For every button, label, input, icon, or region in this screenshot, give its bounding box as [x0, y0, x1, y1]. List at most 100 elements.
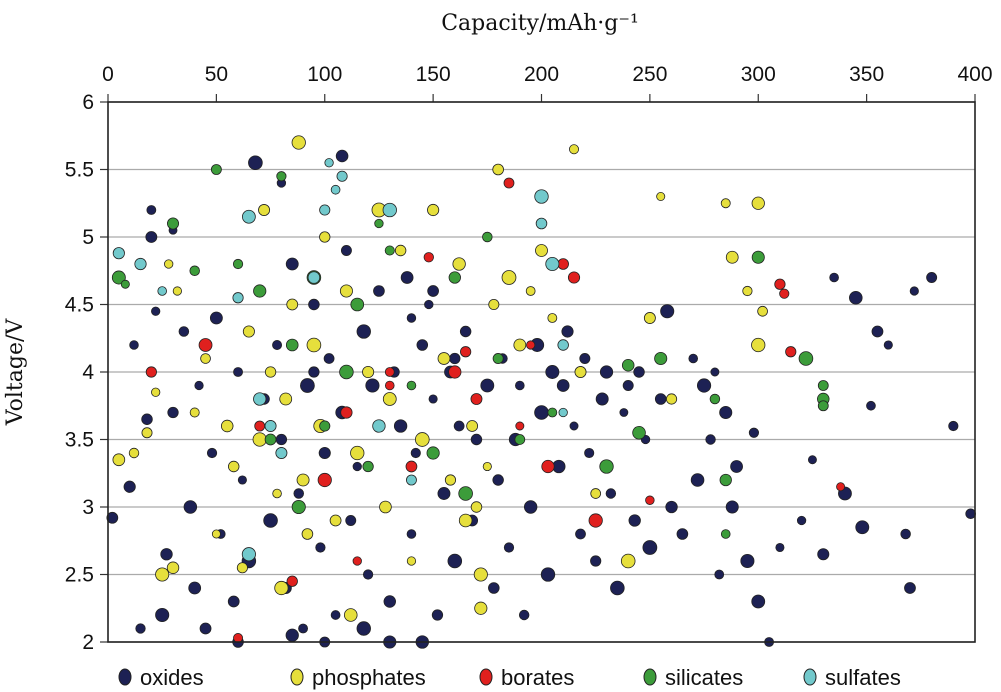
phosphates-point [211, 529, 221, 539]
silicates-point [632, 425, 646, 440]
sulfates-point [406, 474, 417, 486]
phosphates-point [751, 196, 765, 210]
oxides-point [730, 460, 743, 473]
oxides-point [315, 542, 326, 553]
oxides-point [330, 610, 341, 620]
oxides-point [900, 528, 911, 540]
oxides-point [488, 582, 500, 594]
oxides-point [518, 609, 530, 621]
oxides-point [904, 582, 916, 594]
phosphates-point [643, 312, 656, 324]
oxides-point [575, 528, 586, 540]
silicates-point [482, 231, 493, 243]
oxides-point [383, 595, 396, 608]
borates-point [541, 459, 555, 474]
y-tick-label: 5 [82, 226, 94, 249]
oxides-point [829, 272, 839, 283]
oxides-point [696, 378, 712, 393]
phosphates-point [751, 337, 766, 353]
oxides-point [227, 595, 240, 608]
oxides-point [453, 420, 465, 432]
sulfates-point [253, 392, 267, 406]
oxides-point [619, 408, 629, 417]
oxides-point [751, 594, 766, 609]
silicates-point [350, 297, 365, 312]
oxides-point [146, 205, 157, 215]
borates-point [254, 420, 266, 432]
phosphates-point [482, 461, 492, 472]
oxides-point [151, 306, 161, 316]
phosphates-point [112, 453, 126, 467]
sulfates-point [558, 407, 568, 418]
oxides-point [871, 325, 884, 338]
borates-point [340, 406, 353, 419]
sulfates-point [535, 217, 548, 230]
sulfates-point [232, 292, 244, 304]
phosphates-point [141, 427, 153, 439]
silicates-point [111, 270, 126, 285]
phosphates-point [379, 500, 392, 514]
phosphates-point [720, 198, 731, 209]
sulfates-point [324, 158, 334, 168]
oxides-point [345, 515, 357, 526]
silicates-point [232, 258, 244, 270]
sulfates-point [157, 286, 167, 296]
silicates-point [458, 486, 473, 501]
borates-point [198, 338, 213, 352]
phosphates-point [382, 392, 397, 406]
oxides-point [400, 271, 414, 284]
phosphates-point [501, 270, 517, 285]
phosphates-point [200, 353, 211, 364]
phosphates-point [590, 488, 602, 499]
oxides-point [688, 353, 699, 364]
y-tick-label: 3.5 [65, 429, 94, 452]
oxides-point [248, 155, 263, 171]
sulfates-point [307, 271, 321, 284]
borates-point [779, 288, 790, 299]
oxides-point [503, 542, 515, 553]
oxides-point [293, 488, 304, 499]
borates-point [384, 367, 395, 377]
oxides-point [416, 339, 429, 351]
borates-point [557, 258, 569, 270]
oxides-point [610, 580, 625, 596]
phosphates-point [466, 420, 479, 432]
oxides-point [141, 413, 153, 425]
oxides-point [373, 285, 385, 297]
phosphates-point [414, 432, 430, 447]
silicates-point [817, 380, 829, 391]
silicates-point [120, 279, 130, 289]
oxides-point [206, 447, 218, 459]
oxides-point [410, 447, 421, 459]
borates-point [384, 380, 395, 391]
x-tick-label: 50 [205, 63, 228, 86]
sulfates-point [112, 247, 125, 260]
x-tick-label: 250 [632, 63, 667, 86]
oxides-point [690, 473, 705, 487]
oxides-point [272, 340, 283, 350]
silicates-point [654, 351, 668, 366]
y-axis-title: Voltage/V [3, 318, 28, 427]
phosphates-point [227, 460, 240, 473]
silicates-point [406, 380, 417, 391]
oxides-point [285, 628, 299, 642]
silicates-point [291, 499, 306, 515]
y-tick-label: 5.5 [65, 159, 94, 182]
oxides-point [740, 553, 755, 569]
phosphates-point [236, 562, 248, 574]
oxides-point [622, 380, 634, 391]
oxides-point [298, 623, 308, 634]
phosphates-point [242, 325, 255, 338]
oxides-point [849, 290, 863, 305]
silicates-point [253, 284, 267, 298]
oxides-point [437, 487, 451, 500]
oxides-point [965, 508, 976, 520]
phosphates-point [488, 298, 500, 311]
oxides-point [308, 366, 320, 378]
oxides-point [300, 378, 315, 393]
phosphates-point [492, 163, 504, 176]
oxides-point [660, 304, 675, 319]
oxides-point [545, 365, 560, 379]
phosphates-point [656, 191, 666, 202]
